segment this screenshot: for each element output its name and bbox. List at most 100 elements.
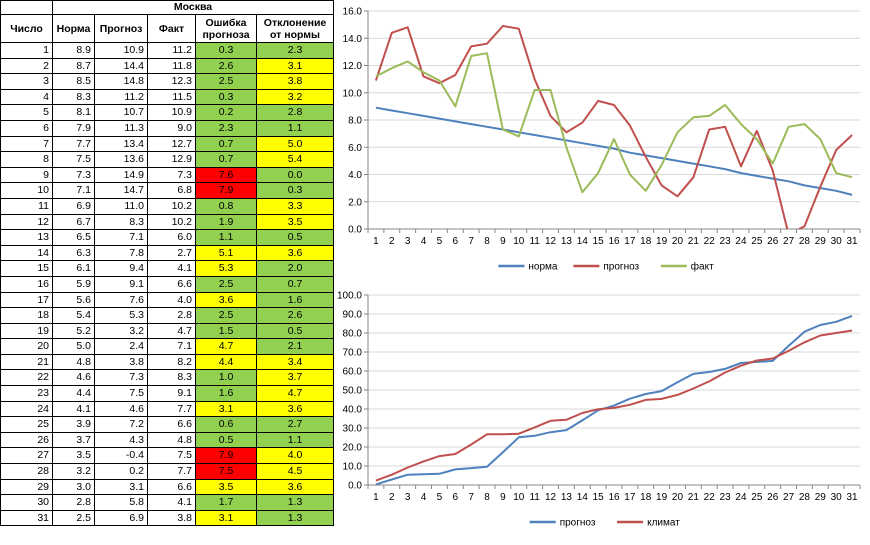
row-fact: 4.0	[147, 291, 196, 309]
x-tick-label: 9	[500, 236, 506, 247]
x-tick-label: 1	[373, 236, 379, 247]
row-error: 0.7	[195, 135, 257, 153]
row-forecast: 10.9	[94, 42, 148, 59]
x-tick-label: 18	[640, 492, 652, 503]
row-error: 7.9	[195, 447, 257, 465]
row-day: 14	[0, 244, 53, 262]
row-forecast: -0.4	[94, 447, 148, 465]
forecast-table: Москва Число Норма Прогноз Факт Ошибка п…	[0, 0, 335, 527]
table-row: 2 8.7 14.4 11.8 2.6 3.1	[0, 57, 335, 75]
row-forecast: 6.9	[94, 509, 148, 527]
row-forecast: 14.9	[94, 166, 148, 184]
row-day: 28	[0, 463, 53, 480]
table-row: 10 7.1 14.7 6.8 7.9 0.3	[0, 182, 335, 199]
row-error: 3.1	[195, 509, 257, 527]
row-error: 5.3	[195, 260, 257, 277]
table-row: 13 6.5 7.1 6.0 1.1 0.5	[0, 229, 335, 246]
row-fact: 7.1	[147, 338, 196, 355]
row-day: 1	[0, 42, 53, 59]
table-row: 30 2.8 5.8 4.1 1.7 1.3	[0, 494, 335, 511]
row-fact: 11.2	[147, 42, 196, 59]
row-deviation: 3.6	[255, 478, 335, 496]
row-norm: 2.8	[52, 494, 95, 511]
row-error: 0.3	[195, 88, 257, 106]
x-tick-label: 25	[751, 236, 763, 247]
row-deviation: 1.1	[255, 119, 335, 137]
row-forecast: 7.1	[94, 229, 148, 246]
x-tick-label: 20	[672, 492, 684, 503]
row-day: 19	[0, 322, 53, 340]
header-forecast: Прогноз	[94, 14, 148, 43]
row-forecast: 5.8	[94, 494, 148, 511]
x-tick-label: 27	[783, 492, 795, 503]
row-forecast: 7.5	[94, 385, 148, 402]
row-error: 0.7	[195, 151, 257, 168]
row-forecast: 3.8	[94, 353, 148, 371]
x-tick-label: 5	[437, 236, 443, 247]
row-error: 0.8	[195, 197, 257, 215]
row-fact: 8.2	[147, 353, 196, 371]
x-tick-label: 4	[421, 236, 427, 247]
row-norm: 7.9	[52, 119, 95, 137]
y-tick-label: 2.0	[348, 197, 362, 208]
row-norm: 3.2	[52, 463, 95, 480]
series-line-факт	[375, 52, 853, 194]
row-deviation: 3.4	[255, 353, 335, 371]
series-line-климат	[375, 329, 853, 482]
row-norm: 6.1	[52, 260, 95, 277]
x-tick-label: 30	[831, 492, 843, 503]
table-row: 3 8.5 14.8 12.3 2.5 3.8	[0, 73, 335, 90]
row-day: 30	[0, 494, 53, 511]
row-norm: 7.1	[52, 182, 95, 199]
row-norm: 5.6	[52, 291, 95, 309]
x-tick-label: 18	[640, 236, 652, 247]
row-norm: 8.7	[52, 57, 95, 75]
legend-entry: прогноз	[603, 262, 639, 273]
row-day: 10	[0, 182, 53, 199]
x-tick-label: 21	[688, 236, 700, 247]
row-deviation: 2.8	[255, 104, 335, 121]
row-error: 0.5	[195, 431, 257, 449]
y-tick-label: 10.0	[343, 88, 363, 99]
y-tick-label: 10.0	[343, 462, 363, 473]
y-tick-label: 90.0	[343, 310, 363, 321]
x-tick-label: 29	[815, 236, 827, 247]
row-day: 9	[0, 166, 53, 184]
row-forecast: 7.2	[94, 416, 148, 433]
row-fact: 8.3	[147, 369, 196, 387]
row-error: 2.5	[195, 275, 257, 293]
row-error: 7.5	[195, 463, 257, 480]
x-tick-label: 31	[847, 236, 859, 247]
row-fact: 6.6	[147, 275, 196, 293]
row-error: 3.6	[195, 291, 257, 309]
row-fact: 10.9	[147, 104, 196, 121]
row-fact: 12.3	[147, 73, 196, 90]
row-error: 0.6	[195, 416, 257, 433]
x-tick-label: 8	[484, 236, 490, 247]
x-tick-label: 23	[720, 236, 732, 247]
header-day: Число	[0, 14, 53, 43]
table-row: 11 6.9 11.0 10.2 0.8 3.3	[0, 197, 335, 215]
row-day: 12	[0, 213, 53, 231]
row-norm: 8.5	[52, 73, 95, 90]
row-error: 1.6	[195, 385, 257, 402]
x-tick-label: 8	[484, 492, 490, 503]
x-tick-label: 17	[624, 492, 636, 503]
row-norm: 6.9	[52, 197, 95, 215]
x-tick-label: 14	[577, 236, 589, 247]
table-row: 12 6.7 8.3 10.2 1.9 3.5	[0, 213, 335, 231]
row-fact: 6.0	[147, 229, 196, 246]
legend-entry: факт	[691, 261, 714, 273]
row-norm: 5.4	[52, 307, 95, 324]
city-title: Москва	[51, 0, 335, 15]
row-fact: 11.8	[147, 57, 196, 75]
table-row: 4 8.3 11.2 11.5 0.3 3.2	[0, 88, 335, 106]
table-row: 1 8.9 10.9 11.2 0.3 2.3	[0, 42, 335, 59]
row-deviation: 0.7	[255, 275, 335, 293]
x-tick-label: 26	[767, 492, 779, 503]
x-tick-label: 9	[500, 492, 506, 503]
row-forecast: 14.8	[94, 73, 148, 90]
row-error: 2.5	[195, 307, 257, 324]
row-deviation: 0.5	[255, 229, 335, 246]
row-day: 29	[0, 478, 53, 496]
